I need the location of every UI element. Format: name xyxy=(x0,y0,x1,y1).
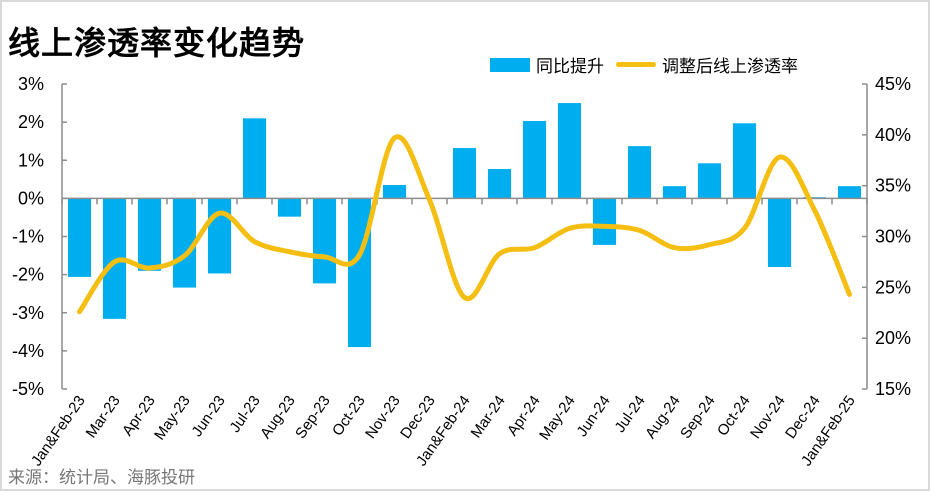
bar-Oct-23 xyxy=(347,198,372,348)
right-tick-label: 25% xyxy=(875,277,911,297)
legend: 同比提升 调整后线上渗透率 xyxy=(490,52,798,77)
bar-Jan&Feb-23 xyxy=(67,198,92,277)
x-tick-label: Mar-24 xyxy=(468,393,509,442)
bar-Jan&Feb-24 xyxy=(452,148,477,199)
source-note: 来源：统计局、海豚投研 xyxy=(8,468,195,488)
bar-Apr-24 xyxy=(522,120,547,199)
bar-Jun-24 xyxy=(592,198,617,245)
x-tick-label: May-23 xyxy=(151,393,194,444)
x-tick-label: Nov-23 xyxy=(362,393,404,442)
left-tick-label: -4% xyxy=(12,341,44,361)
right-tick-label: 30% xyxy=(875,227,911,247)
bar-Jun-23 xyxy=(207,198,232,274)
legend-bar-label: 同比提升 xyxy=(536,57,604,77)
bar-Mar-23 xyxy=(102,198,127,319)
chart-title: 线上渗透率变化趋势 xyxy=(8,24,306,62)
legend-bar-swatch xyxy=(490,57,530,72)
bar-Apr-23 xyxy=(137,198,162,271)
x-tick-label: Jun-24 xyxy=(574,393,614,440)
left-tick-label: 1% xyxy=(18,150,44,170)
x-tick-label: Mar-23 xyxy=(83,393,124,442)
x-tick-label: Aug-24 xyxy=(642,393,684,442)
bar-Jul-24 xyxy=(627,146,652,199)
x-tick-label: May-24 xyxy=(536,393,579,444)
bar-Aug-23 xyxy=(277,198,302,217)
x-tick-label: Sep-23 xyxy=(292,393,334,442)
bar-Aug-24 xyxy=(662,186,687,199)
legend-line-label: 调整后线上渗透率 xyxy=(662,57,798,77)
bar-May-23 xyxy=(172,198,197,288)
right-tick-label: 15% xyxy=(875,379,911,399)
bar-Oct-24 xyxy=(732,123,757,199)
bar-Jan&Feb-25 xyxy=(837,186,862,199)
left-tick-label: 3% xyxy=(18,74,44,94)
left-tick-label: -5% xyxy=(12,379,44,399)
bar-Nov-23 xyxy=(382,185,407,199)
right-tick-label: 35% xyxy=(875,176,911,196)
right-tick-label: 45% xyxy=(875,74,911,94)
x-tick-label: Sep-24 xyxy=(677,393,719,442)
bar-Nov-24 xyxy=(767,198,792,267)
bar-Sep-24 xyxy=(697,163,722,199)
x-tick-label: Nov-24 xyxy=(747,393,789,442)
x-tick-label: Aug-23 xyxy=(257,393,299,442)
x-tick-label: Jun-23 xyxy=(189,393,229,440)
bar-Mar-24 xyxy=(487,169,512,199)
left-tick-label: -3% xyxy=(12,303,44,323)
legend-line-swatch xyxy=(616,62,656,67)
left-tick-label: 2% xyxy=(18,112,44,132)
bar-Jul-23 xyxy=(242,118,267,199)
x-tick-label: Jan&Feb-23 xyxy=(28,393,89,470)
left-tick-label: -1% xyxy=(12,227,44,247)
right-tick-label: 20% xyxy=(875,328,911,348)
bar-Sep-23 xyxy=(312,198,337,284)
right-tick-label: 40% xyxy=(875,125,911,145)
left-tick-label: -2% xyxy=(12,265,44,285)
bar-May-24 xyxy=(557,103,582,199)
left-tick-label: 0% xyxy=(18,188,44,208)
